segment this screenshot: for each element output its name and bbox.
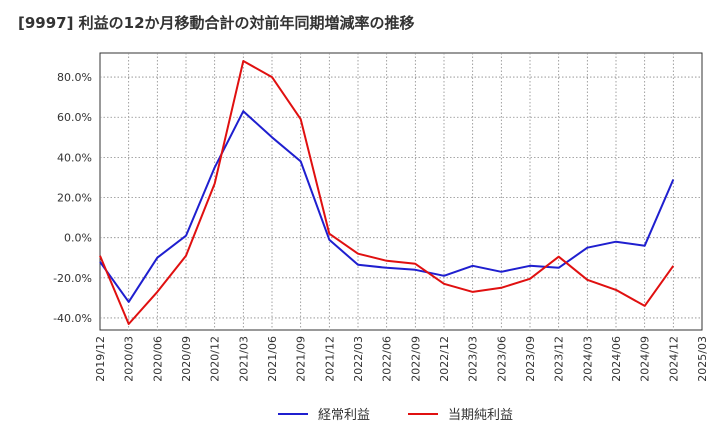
- x-tick-label: 2023/12: [553, 336, 566, 382]
- x-tick-label: 2025/03: [696, 336, 709, 382]
- x-tick-label: 2023/03: [467, 336, 480, 382]
- legend-label-1: 経常利益: [318, 408, 370, 423]
- x-tick-label: 2021/06: [266, 336, 279, 382]
- x-tick-label: 2024/06: [610, 336, 623, 382]
- y-tick-label: 40.0%: [57, 151, 92, 164]
- x-tick-label: 2020/03: [123, 336, 136, 382]
- y-tick-label: 20.0%: [57, 192, 92, 205]
- x-tick-label: 2021/03: [237, 336, 250, 382]
- x-tick-label: 2020/09: [180, 336, 193, 382]
- chart-title: [9997] 利益の12か月移動合計の対前年同期増減率の推移: [18, 14, 415, 32]
- x-tick-label: 2021/12: [323, 336, 336, 382]
- x-tick-label: 2023/09: [524, 336, 537, 382]
- y-tick-label: 60.0%: [57, 111, 92, 124]
- legend-label-2: 当期純利益: [448, 408, 513, 423]
- x-tick-label: 2024/12: [667, 336, 680, 382]
- x-tick-label: 2022/03: [352, 336, 365, 382]
- series-line-1: [99, 110, 675, 303]
- x-tick-label: 2020/06: [151, 336, 164, 382]
- y-tick-label: -40.0%: [53, 312, 92, 325]
- x-tick-label: 2022/06: [381, 336, 394, 382]
- y-tick-label: 0.0%: [64, 232, 92, 245]
- x-tick-label: 2022/12: [438, 336, 451, 382]
- series-line-2: [99, 60, 675, 325]
- x-tick-label: 2024/03: [581, 336, 594, 382]
- y-tick-label: -20.0%: [53, 272, 92, 285]
- x-tick-label: 2023/06: [495, 336, 508, 382]
- y-tick-label: 80.0%: [57, 71, 92, 84]
- x-tick-label: 2019/12: [94, 336, 107, 382]
- x-tick-label: 2021/09: [295, 336, 308, 382]
- x-tick-label: 2020/12: [209, 336, 222, 382]
- x-tick-label: 2024/09: [639, 336, 652, 382]
- x-tick-label: 2022/09: [409, 336, 422, 382]
